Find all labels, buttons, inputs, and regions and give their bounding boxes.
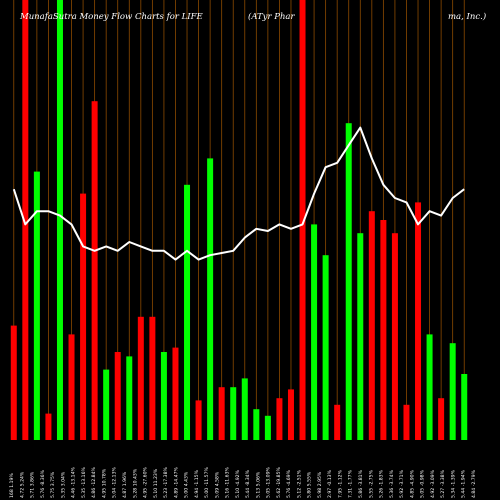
volume-bar: [345, 123, 352, 440]
volume-bar: [415, 202, 422, 440]
volume-bar: [207, 158, 214, 440]
volume-bar: [438, 398, 445, 440]
x-tick-label: 4.72 5.24%: [19, 471, 25, 498]
chart-title-mid: (ATyr Phar: [248, 11, 295, 22]
volume-bar: [391, 233, 398, 440]
volume-bar: [160, 352, 167, 440]
x-tick-label: 4.87 1.96%: [122, 471, 128, 498]
x-tick-label: 5.44 -8.34%: [245, 469, 251, 498]
volume-bar: [276, 398, 283, 440]
volume-bar: [357, 233, 364, 440]
x-tick-label: 4.89 -14.47%: [173, 467, 179, 498]
x-tick-label: 5.36 -3.74%: [389, 469, 395, 498]
volume-bar: [126, 356, 133, 440]
volume-bar: [426, 334, 433, 440]
volume-bar: [218, 387, 225, 440]
volume-bar: [33, 171, 40, 440]
x-tick-label: 5.34 -1.39%: [450, 469, 456, 498]
volume-bar: [230, 387, 237, 440]
x-tick-label: 5.55 -2.75%: [368, 469, 374, 498]
x-tick-label: 5.04 -12.13%: [112, 467, 118, 498]
x-tick-label: 4.95 10.78%: [102, 468, 108, 498]
x-tick-label: 5.00 -11.57%: [204, 467, 210, 498]
volume-bar: [10, 325, 17, 440]
x-tick-label: 4.92 -3.09%: [430, 469, 436, 498]
x-tick-label: 5.10 11.23%: [153, 468, 159, 498]
x-tick-label: 5.05 -13.09%: [266, 467, 272, 498]
volume-bar: [68, 334, 75, 440]
volume-bar: [149, 316, 156, 440]
chart-title-right: ma, Inc.): [448, 11, 486, 22]
x-tick-label: 4.95 -27.60%: [143, 467, 149, 498]
x-tick-label: 5.71 3.86%: [30, 471, 36, 498]
volume-bar: [45, 413, 52, 440]
x-tick-label: 5.23 -17.38%: [163, 467, 169, 498]
x-tick-label: 5.26 -1.83%: [379, 469, 385, 498]
volume-bar: [322, 255, 329, 440]
x-tick-label: 7.95 -1.12%: [338, 469, 344, 498]
volume-bar: [241, 378, 248, 440]
x-tick-label: 5.76 -8.36%: [40, 469, 46, 498]
volume-bar: [103, 369, 110, 440]
x-tick-label: 5.76 -4.69%: [286, 469, 292, 498]
x-tick-label: 5.09 4.58%: [214, 471, 220, 498]
x-tick-label: 4.84 -2.79%: [471, 469, 477, 498]
volume-bar: [368, 211, 375, 440]
x-tick-label: 4.86 -12.84%: [91, 467, 97, 498]
volume-bar: [22, 0, 29, 440]
x-tick-label: 5.35 3.04%: [60, 471, 66, 498]
x-tick-label: 4.94 -1.15%: [194, 469, 200, 498]
volume-bar: [56, 0, 63, 440]
volume-bars: [10, 0, 468, 440]
x-tick-label: 2.97 -0.13%: [327, 469, 333, 498]
volume-bar: [449, 343, 456, 440]
x-tick-label: 5.28 10.43%: [132, 468, 138, 498]
volume-bar: [334, 404, 341, 440]
x-tick-label: 5.00 4.43%: [184, 471, 190, 498]
volume-bar: [287, 389, 294, 440]
x-tick-label: 5.05 -0.98%: [420, 469, 426, 498]
x-tick-label: 5.16 -11.63%: [225, 467, 231, 498]
x-tick-label: 5.86 -3.81%: [358, 469, 364, 498]
x-tick-label: 5.62 -19.85%: [276, 467, 282, 498]
x-tick-label: 168 1.19%: [9, 473, 15, 498]
volume-bar: [403, 404, 410, 440]
x-tick-label: 4.46 -13.14%: [71, 467, 77, 498]
price-line: [12, 126, 465, 261]
volume-bar: [184, 184, 191, 440]
x-tick-label: 7.31 -1.77%: [348, 469, 354, 498]
volume-bar: [195, 400, 202, 440]
volume-bar: [114, 352, 121, 440]
chart-title-left: MunafaSutra Money Flow Charts for LIFE: [19, 12, 204, 22]
volume-bar: [380, 220, 387, 440]
x-tick-label: 5.44 -1.94%: [461, 469, 467, 498]
volume-bar: [461, 374, 468, 440]
volume-bar: [311, 224, 318, 440]
volume-bar: [253, 409, 260, 440]
x-axis-labels: 168 1.19% 4.72 5.24% 5.71 3.86% 5.76 -8.36%…: [9, 467, 477, 498]
x-tick-label: 5.27 -3.38%: [440, 469, 446, 498]
volume-bar: [299, 0, 306, 440]
x-tick-label: 5.80 5.55%: [307, 471, 313, 498]
x-tick-label: 4.85 -4.90%: [409, 469, 415, 498]
x-tick-label: 5.98 2.95%: [317, 471, 323, 498]
x-tick-label: 5.10 -4.92%: [235, 469, 241, 498]
volume-bar: [137, 316, 144, 440]
x-tick-label: 5.92 -3.71%: [399, 469, 405, 498]
x-tick-label: 5.13 5.06%: [255, 471, 261, 498]
x-tick-label: 5.75 3.75%: [50, 471, 56, 498]
volume-bar: [91, 101, 98, 440]
volume-bar: [172, 347, 179, 440]
x-tick-label: 5.35 -13.16%: [81, 467, 87, 498]
volume-bar: [80, 193, 87, 440]
x-tick-label: 5.12 -2.51%: [296, 469, 302, 498]
volume-bar: [264, 415, 271, 440]
